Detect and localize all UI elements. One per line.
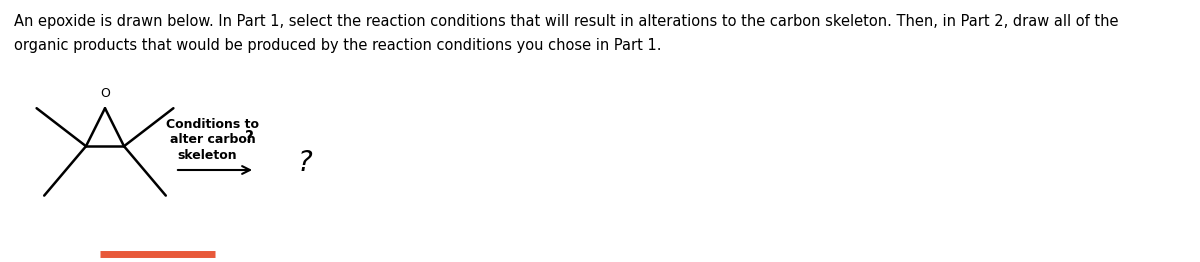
Text: An epoxide is drawn below. In Part 1, select the reaction conditions that will r: An epoxide is drawn below. In Part 1, se…: [14, 14, 1118, 29]
Text: ?: ?: [245, 130, 253, 145]
Text: skeleton: skeleton: [178, 149, 236, 162]
Text: alter carbon: alter carbon: [170, 133, 256, 146]
Text: organic products that would be produced by the reaction conditions you chose in : organic products that would be produced …: [14, 38, 661, 53]
Text: O: O: [100, 87, 110, 100]
Text: ?: ?: [298, 149, 312, 177]
Text: Conditions to: Conditions to: [167, 118, 259, 131]
